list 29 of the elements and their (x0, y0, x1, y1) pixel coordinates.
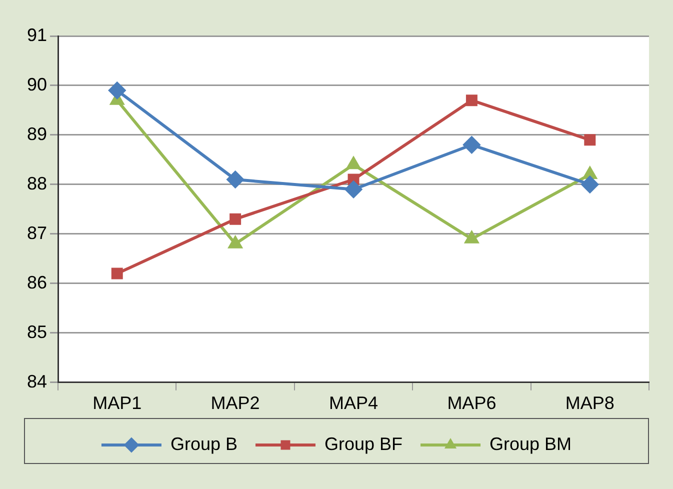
y-tick-label: 87 (26, 222, 48, 243)
point (583, 167, 597, 180)
legend-label: Group B (170, 434, 238, 454)
x-tick-label: MAP4 (328, 393, 378, 414)
point (230, 213, 242, 225)
point (584, 134, 596, 146)
point (345, 180, 362, 198)
point (466, 94, 478, 106)
point (228, 236, 242, 248)
point (111, 268, 123, 280)
point (581, 176, 598, 193)
y-tick-label: 90 (26, 74, 48, 94)
x-tick-label: MAP8 (565, 393, 614, 414)
y-tick-label: 86 (26, 272, 48, 292)
point (226, 171, 244, 188)
legend-label: Group BF (324, 434, 403, 454)
legend-label: Group BM (490, 434, 572, 454)
point (463, 136, 480, 154)
x-tick-label: MAP1 (92, 393, 142, 414)
point (465, 231, 478, 244)
y-tick-label: 84 (26, 371, 48, 392)
y-tick-label: 91 (26, 24, 48, 45)
x-tick-label: MAP2 (210, 393, 260, 414)
y-tick-label: 89 (26, 124, 48, 144)
point (108, 82, 126, 99)
y-tick-label: 88 (26, 173, 48, 194)
point (346, 157, 360, 170)
x-tick-label: MAP6 (447, 393, 496, 414)
y-tick-label: 85 (26, 322, 48, 342)
